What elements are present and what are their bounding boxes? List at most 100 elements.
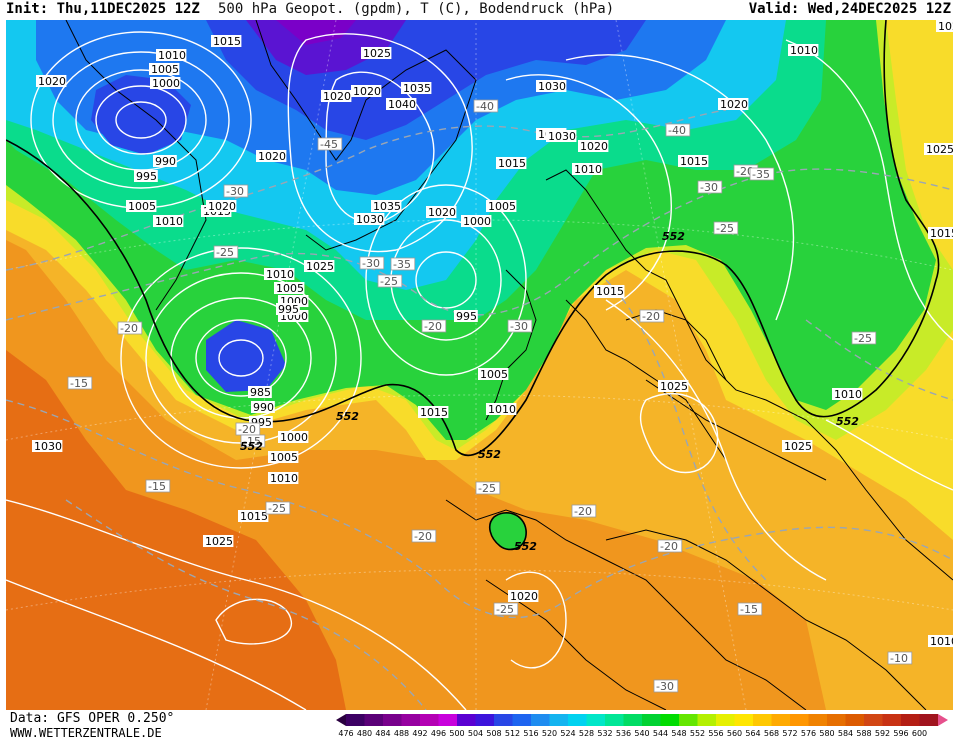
colorbar-low-arrow — [336, 714, 346, 726]
pressure-label: 1010 — [268, 472, 299, 485]
temperature-label: -20 — [571, 504, 597, 518]
colorbar-tick-label: 492 — [412, 729, 427, 738]
svg-text:1030: 1030 — [34, 440, 62, 453]
pressure-label: 1015 — [594, 285, 625, 298]
svg-text:1020: 1020 — [938, 20, 953, 33]
pressure-label: 1010 — [486, 403, 517, 416]
pressure-label: 1015 — [211, 35, 242, 48]
field-green-spain — [489, 512, 527, 550]
svg-text:-20: -20 — [414, 530, 432, 543]
temperature-label: -25 — [493, 602, 519, 616]
init-time-label: Init: Thu,11DEC2025 12Z — [6, 1, 200, 17]
svg-text:-30: -30 — [656, 680, 674, 693]
geopotential-552-label: 552 — [478, 448, 501, 461]
valid-time-label: Valid: Wed,24DEC2025 12Z — [748, 1, 951, 17]
colorbar-swatch — [697, 714, 716, 726]
svg-text:-25: -25 — [268, 502, 286, 515]
pressure-label: 1020 — [508, 590, 539, 603]
svg-text:1010: 1010 — [930, 635, 953, 648]
pressure-label: 1035 — [401, 82, 432, 95]
svg-text:1005: 1005 — [488, 200, 516, 213]
svg-text:1035: 1035 — [403, 82, 431, 95]
svg-text:1015: 1015 — [930, 227, 953, 240]
colorbar-tick-label: 488 — [394, 729, 409, 738]
pressure-label: 1025 — [782, 440, 813, 453]
pressure-label: 1020 — [351, 85, 382, 98]
svg-text:1010: 1010 — [790, 44, 818, 57]
svg-text:995: 995 — [456, 310, 477, 323]
temperature-label: -15 — [737, 602, 763, 616]
pressure-label: 1030 — [354, 213, 385, 226]
temperature-label: -40 — [473, 99, 499, 113]
colorbar-tick-label: 528 — [579, 729, 594, 738]
chart-title: 500 hPa Geopot. (gpdm), T (C), Bodendruc… — [218, 1, 615, 17]
pressure-label: 1010 — [156, 49, 187, 62]
colorbar-swatch — [845, 714, 864, 726]
svg-text:1030: 1030 — [548, 130, 576, 143]
colorbar-swatch — [901, 714, 920, 726]
colorbar-tick-label: 480 — [357, 729, 372, 738]
colorbar-tick-label: 508 — [486, 729, 501, 738]
svg-text:1015: 1015 — [680, 155, 708, 168]
svg-text:-20: -20 — [736, 165, 754, 178]
pressure-label: 1015 — [418, 406, 449, 419]
svg-text:995: 995 — [136, 170, 157, 183]
svg-text:-40: -40 — [476, 100, 494, 113]
geopotential-552-label: 552 — [336, 410, 359, 423]
pressure-label: 1015 — [496, 157, 527, 170]
temperature-label: -45 — [317, 137, 343, 151]
svg-text:-15: -15 — [148, 480, 166, 493]
svg-text:1025: 1025 — [784, 440, 812, 453]
svg-text:-20: -20 — [574, 505, 592, 518]
colorbar-swatch — [420, 714, 439, 726]
colorbar-tick-label: 592 — [875, 729, 890, 738]
colorbar-tick-label: 536 — [616, 729, 631, 738]
svg-text:-25: -25 — [380, 275, 398, 288]
svg-text:1015: 1015 — [596, 285, 624, 298]
pressure-label: 1020 — [321, 90, 352, 103]
pressure-label: 1020 — [206, 200, 237, 213]
pressure-label: 985 — [248, 386, 272, 399]
colorbar-tick-label: 532 — [597, 729, 612, 738]
temperature-label: -30 — [507, 319, 533, 333]
svg-text:1020: 1020 — [323, 90, 351, 103]
svg-text:1005: 1005 — [128, 200, 156, 213]
colorbar-tick-label: 600 — [912, 729, 927, 738]
svg-text:1010: 1010 — [488, 403, 516, 416]
temperature-label: -15 — [67, 376, 93, 390]
colorbar-swatch — [808, 714, 827, 726]
svg-text:985: 985 — [250, 386, 271, 399]
pressure-label: 1025 — [658, 380, 689, 393]
pressure-label: 1025 — [924, 143, 953, 156]
colorbar-tick-label: 560 — [727, 729, 742, 738]
colorbar-swatch — [882, 714, 901, 726]
temperature-label: -10 — [887, 651, 913, 665]
pressure-label: 1000 — [461, 215, 492, 228]
colorbar-high-arrow — [938, 714, 948, 726]
temperature-label: -35 — [749, 167, 775, 181]
svg-text:1010: 1010 — [574, 163, 602, 176]
colorbar-swatch — [734, 714, 753, 726]
temperature-label: -20 — [657, 539, 683, 553]
svg-text:-10: -10 — [890, 652, 908, 665]
colorbar-swatch — [660, 714, 679, 726]
svg-text:1015: 1015 — [240, 510, 268, 523]
temperature-label: -20 — [235, 422, 261, 436]
geopotential-label-group: 552 552 552 552 552 552 — [240, 230, 859, 553]
colorbar-tick-label: 556 — [708, 729, 723, 738]
colorbar-tick-label: 540 — [634, 729, 649, 738]
svg-text:-20: -20 — [424, 320, 442, 333]
colorbar-swatch — [401, 714, 420, 726]
pressure-label: 1025 — [304, 260, 335, 273]
pressure-label: 1030 — [536, 80, 567, 93]
colorbar-boxes — [336, 714, 948, 726]
temperature-label: -25 — [265, 501, 291, 515]
geopotential-552-label: 552 — [514, 540, 537, 553]
colorbar-tick-label: 476 — [338, 729, 353, 738]
pressure-label: 1010 — [153, 215, 184, 228]
svg-text:1020: 1020 — [208, 200, 236, 213]
svg-text:-25: -25 — [854, 332, 872, 345]
temperature-label: -20 — [411, 529, 437, 543]
temperature-label: -25 — [213, 245, 239, 259]
pressure-label: 1005 — [486, 200, 517, 213]
